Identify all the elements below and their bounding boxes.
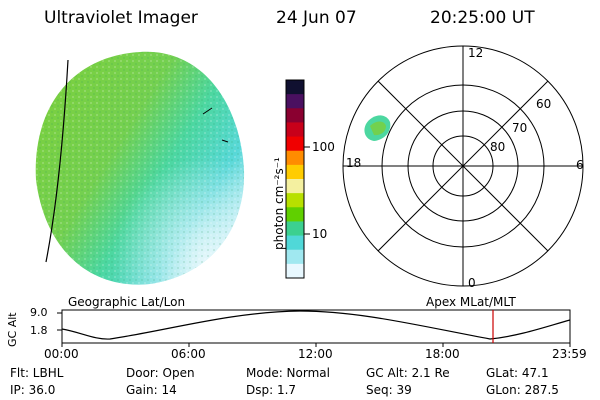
colorbar-segment (286, 80, 304, 95)
colorbar-segment (286, 179, 304, 194)
timeline-xtick: 18:00 (425, 347, 460, 361)
info-filter: Flt: LBHL (10, 366, 64, 380)
colorbar-ticks (304, 146, 310, 235)
colorbar-segment (286, 207, 304, 222)
colorbar-segment (286, 164, 304, 180)
colorbar-segment (286, 235, 304, 251)
lat-label-60: 60 (536, 97, 552, 111)
colorbar-segment (286, 122, 304, 138)
info-mode: Mode: Normal (246, 366, 330, 380)
info-glat: GLat: 47.1 (486, 366, 549, 380)
terminator-line (45, 59, 69, 263)
instrument-title: Ultraviolet Imager (44, 8, 198, 28)
colorbar-segment (286, 136, 304, 152)
colorbar-segment (286, 108, 304, 123)
timeline-xtick: 00:00 (44, 347, 79, 361)
info-ip: IP: 36.0 (10, 383, 56, 397)
colorbar-segment (286, 150, 304, 166)
timeline-xtick: 06:00 (171, 347, 206, 361)
lat-label-70: 70 (512, 121, 528, 135)
colorbar-tick-100: 100 (312, 140, 335, 154)
colorbar-segment (286, 94, 304, 109)
info-glon: GLon: 287.5 (486, 383, 559, 397)
info-gc-alt: GC Alt: 2.1 Re (366, 366, 450, 380)
info-door: Door: Open (126, 366, 195, 380)
info-dsp: Dsp: 1.7 (246, 383, 297, 397)
mlt-label-12: 12 (468, 46, 484, 60)
mlt-label-0: 0 (468, 276, 476, 290)
uv-image (35, 51, 245, 285)
colorbar-tick-10: 10 (312, 227, 328, 241)
altitude-curve (61, 310, 571, 340)
timeline-y-label: GC Alt (6, 312, 19, 347)
date-label: 24 Jun 07 (276, 8, 357, 28)
lat-label-80: 80 (490, 140, 506, 154)
colorbar-border (285, 79, 305, 279)
info-seq: Seq: 39 (366, 383, 412, 397)
colorbar-segment (286, 263, 304, 279)
colorbar-segment (286, 249, 304, 265)
colorbar-segment (286, 193, 304, 208)
timeline-ytick-1-8: 1.8 (30, 324, 48, 337)
info-gain: Gain: 14 (126, 383, 177, 397)
timeline-right-label: Apex MLat/MLT (426, 295, 516, 309)
timeline-xtick: 23:59 (552, 347, 587, 361)
mlt-label-6: 6 (576, 158, 584, 172)
timeline-chart (57, 309, 571, 347)
colorbar-unit-label: photon cm⁻²s⁻¹ (272, 157, 286, 250)
time-label: 20:25:00 UT (430, 8, 535, 28)
mlt-label-18: 18 (346, 156, 362, 170)
timeline-xtick: 12:00 (298, 347, 333, 361)
timeline-left-label: Geographic Lat/Lon (68, 295, 186, 309)
polar-plot (342, 45, 584, 287)
colorbar-segment (286, 221, 304, 237)
timeline-ytick-9: 9.0 (30, 306, 48, 319)
color-bar (285, 79, 305, 279)
